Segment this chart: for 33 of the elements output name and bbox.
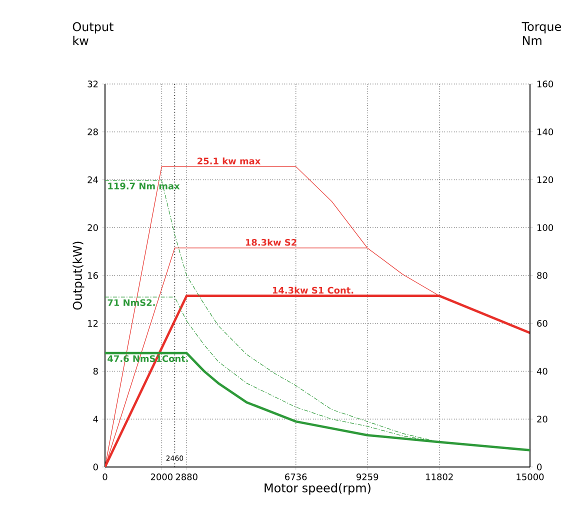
y2-tick-label: 20: [537, 416, 548, 422]
y-tick-label: 32: [88, 80, 98, 88]
y2-tick-label: 100: [538, 224, 554, 231]
y-tick-label: 8: [93, 368, 98, 375]
y-tick-label: 20: [88, 224, 98, 231]
x-tick-label: 2880: [176, 473, 198, 480]
y-tick-label: 24: [88, 176, 98, 184]
series-label: 18.3kw S2: [246, 238, 296, 246]
y2-tick-label: 160: [538, 80, 554, 88]
y-tick-label: 4: [93, 416, 98, 422]
series-label: 14.3kw S1 Cont.: [272, 286, 354, 294]
y2-tick-label: 60: [537, 320, 548, 327]
series-label: 119.7 Nm max: [108, 182, 180, 190]
series-label: 25.1 kw max: [198, 157, 261, 164]
x-tick-label: 0: [102, 473, 108, 480]
y2-axis-title: Torque Nm: [522, 22, 561, 45]
y-tick-label: 28: [88, 128, 98, 136]
x-tick-label: 11802: [426, 473, 453, 480]
y2-tick-label: 120: [538, 176, 554, 184]
x-tick-label: 6736: [285, 473, 307, 480]
x-tick-label: 2000: [150, 473, 172, 480]
text: Output kw: [72, 22, 114, 46]
x-axis-title: Motor speed(rpm): [264, 483, 370, 495]
x-tick-label: 9259: [356, 473, 378, 480]
x-tick-label: 15000: [516, 473, 544, 480]
y-tick-label: 16: [88, 272, 98, 279]
y2-tick-label: 40: [536, 368, 548, 375]
y-tick-label: 0: [93, 464, 98, 470]
y2-tick-label: 80: [537, 272, 548, 279]
y2-tick-label: 140: [538, 128, 554, 136]
y-tick-label: 12: [88, 320, 98, 327]
y-axis-title: Output(kW): [72, 242, 84, 310]
y2-tick-label: 0: [537, 464, 542, 470]
